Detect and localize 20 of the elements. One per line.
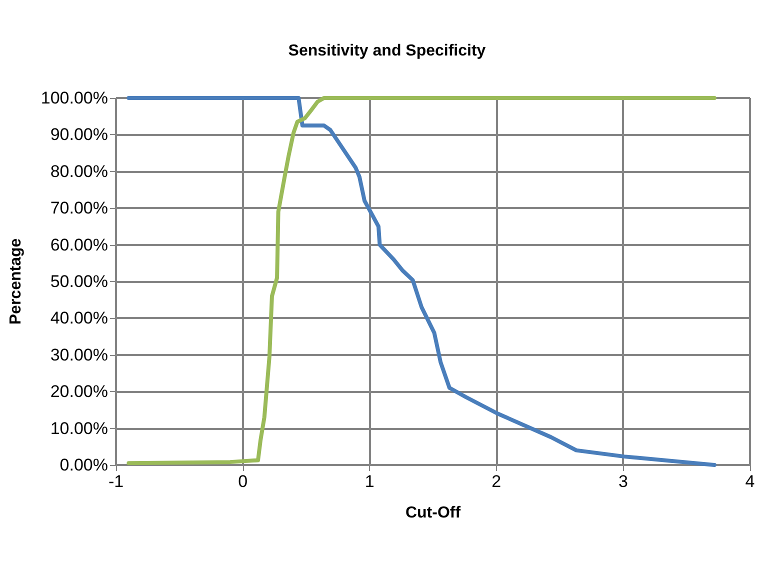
- y-tick-label: 70.00%: [50, 198, 108, 218]
- y-tick-label: 100.00%: [40, 88, 108, 108]
- y-tick-label: 60.00%: [50, 235, 108, 254]
- y-tick-label: 80.00%: [50, 162, 108, 181]
- x-tick-label: 4: [745, 472, 755, 491]
- x-tick-label: -1: [108, 472, 124, 491]
- y-tick-label: 30.00%: [50, 345, 108, 364]
- x-tick-label: 0: [238, 472, 248, 491]
- x-tick-label: 1: [364, 472, 374, 491]
- y-tick-label: 90.00%: [50, 125, 108, 144]
- x-tick-label: 2: [492, 472, 502, 491]
- y-axis-title: Percentage: [8, 238, 24, 325]
- y-tick-label: 0.00%: [60, 456, 108, 474]
- y-tick-label: 40.00%: [50, 308, 108, 328]
- x-tick-label: 3: [618, 472, 628, 491]
- chart-title: Sensitivity and Specificity: [288, 42, 486, 60]
- y-tick-label: 50.00%: [50, 272, 108, 291]
- x-axis-title: Cut-Off: [405, 504, 462, 522]
- y-tick-label: 20.00%: [50, 382, 108, 402]
- y-tick-label: 10.00%: [50, 418, 108, 438]
